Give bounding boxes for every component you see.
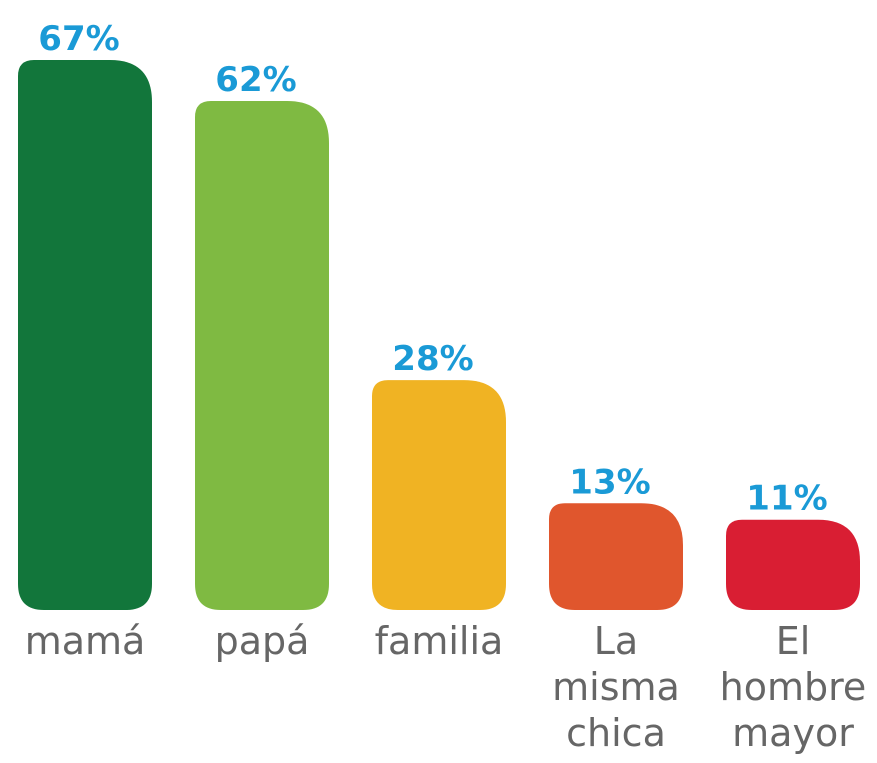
value-label: 13% — [569, 462, 650, 502]
value-label: 67% — [38, 19, 119, 59]
bar — [726, 519, 860, 610]
bar — [18, 60, 152, 610]
category-label: mamá — [24, 619, 146, 663]
category-label: La misma chica — [552, 619, 680, 755]
value-label: 62% — [215, 60, 296, 100]
bar — [549, 503, 683, 610]
bar — [372, 380, 506, 610]
value-label: 28% — [392, 339, 473, 379]
category-label: papá — [214, 619, 310, 663]
category-label: El hombre mayor — [719, 619, 867, 755]
category-label: familia — [374, 619, 504, 663]
bar — [195, 101, 329, 611]
value-label: 11% — [746, 479, 827, 519]
